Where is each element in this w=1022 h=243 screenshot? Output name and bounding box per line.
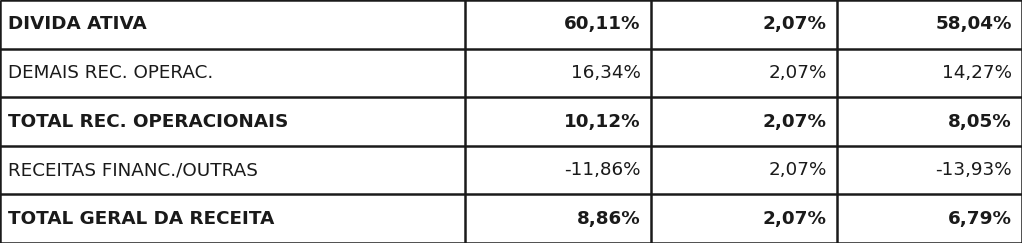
Bar: [0, 194, 1022, 243]
Text: 8,86%: 8,86%: [577, 210, 641, 228]
Text: RECEITAS FINANC./OUTRAS: RECEITAS FINANC./OUTRAS: [8, 161, 258, 179]
Text: 16,34%: 16,34%: [571, 64, 641, 82]
Text: 58,04%: 58,04%: [935, 15, 1012, 33]
Text: 14,27%: 14,27%: [942, 64, 1012, 82]
Text: 8,05%: 8,05%: [948, 113, 1012, 130]
Text: 6,79%: 6,79%: [947, 210, 1012, 228]
Text: 60,11%: 60,11%: [564, 15, 641, 33]
Bar: [0, 97, 1022, 146]
Bar: [0, 49, 1022, 97]
Text: 2,07%: 2,07%: [762, 15, 827, 33]
Bar: [0, 0, 1022, 49]
Text: TOTAL REC. OPERACIONAIS: TOTAL REC. OPERACIONAIS: [8, 113, 288, 130]
Text: 2,07%: 2,07%: [769, 161, 827, 179]
Text: 2,07%: 2,07%: [769, 64, 827, 82]
Text: TOTAL GERAL DA RECEITA: TOTAL GERAL DA RECEITA: [8, 210, 275, 228]
Text: -13,93%: -13,93%: [935, 161, 1012, 179]
Text: 2,07%: 2,07%: [762, 113, 827, 130]
Text: DIVIDA ATIVA: DIVIDA ATIVA: [8, 15, 147, 33]
Text: DEMAIS REC. OPERAC.: DEMAIS REC. OPERAC.: [8, 64, 214, 82]
Text: -11,86%: -11,86%: [564, 161, 641, 179]
Text: 2,07%: 2,07%: [762, 210, 827, 228]
Text: 10,12%: 10,12%: [564, 113, 641, 130]
Bar: [0, 146, 1022, 194]
